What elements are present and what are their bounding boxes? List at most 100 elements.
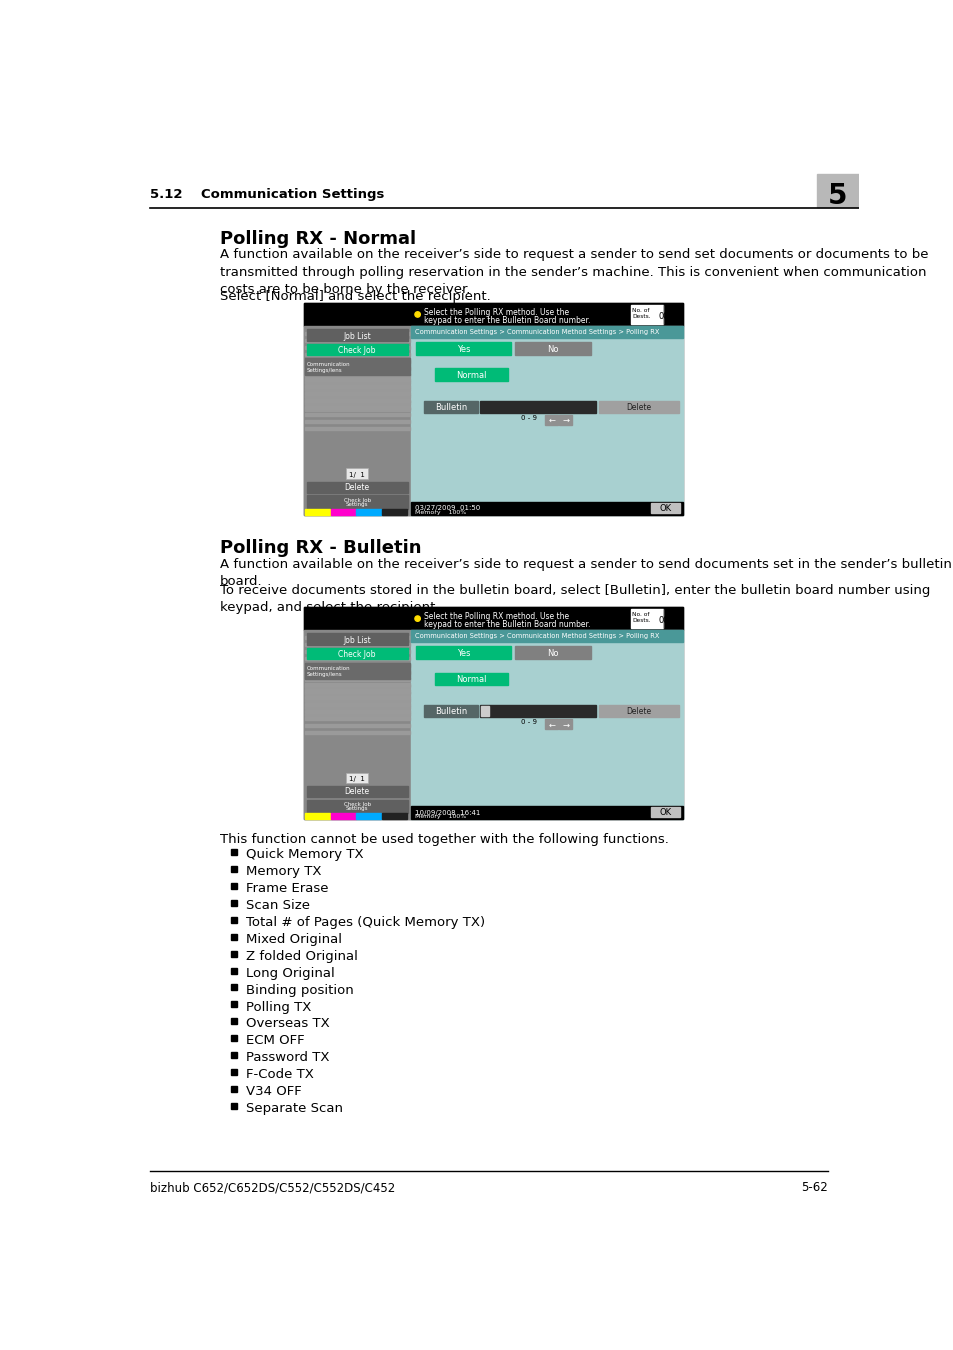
Bar [307, 799, 408, 814]
Text: No. of: No. of [632, 613, 649, 617]
Bar [307, 495, 408, 509]
Bar [305, 691, 410, 695]
Bar [305, 664, 410, 667]
Text: Scan Size: Scan Size [245, 899, 310, 911]
Text: Communication Settings > Communication Method Settings > Polling RX: Communication Settings > Communication M… [415, 329, 659, 335]
Text: No: No [547, 344, 558, 354]
Bar [346, 772, 368, 783]
Bar [331, 813, 355, 819]
Text: V34 OFF: V34 OFF [245, 1085, 301, 1099]
Bar [305, 683, 410, 686]
Text: Settings/lens: Settings/lens [307, 672, 342, 676]
Bar [816, 174, 858, 208]
Bar [558, 720, 571, 729]
Bar [305, 663, 410, 679]
Text: OK: OK [659, 809, 671, 817]
Text: 0 - 9: 0 - 9 [520, 720, 537, 725]
Text: Long Original: Long Original [245, 967, 334, 980]
Bar [305, 394, 410, 398]
Text: Select the Polling RX method. Use the: Select the Polling RX method. Use the [423, 308, 568, 317]
Bar [435, 369, 507, 381]
Bar [305, 332, 410, 335]
Bar [303, 608, 682, 819]
Bar [305, 360, 410, 363]
Text: Communication Settings > Communication Method Settings > Polling RX: Communication Settings > Communication M… [415, 633, 659, 640]
Text: Separate Scan: Separate Scan [245, 1102, 342, 1115]
Circle shape [415, 312, 420, 317]
Text: Settings/lens: Settings/lens [307, 367, 342, 373]
Bar [305, 427, 410, 429]
Text: 1/  1: 1/ 1 [349, 776, 365, 782]
Circle shape [415, 616, 420, 621]
Bar [479, 705, 596, 717]
Bar [305, 690, 410, 693]
Bar [307, 344, 408, 355]
Bar [305, 393, 410, 396]
Text: Settings: Settings [346, 806, 368, 811]
Bar [305, 657, 410, 660]
Text: Delete: Delete [625, 707, 650, 717]
Text: 0 - 9: 0 - 9 [520, 416, 537, 421]
Bar [305, 713, 410, 716]
Bar [650, 807, 679, 817]
Bar [305, 381, 410, 383]
Bar [598, 705, 679, 717]
Bar [515, 342, 591, 355]
Bar [411, 502, 682, 514]
Bar [305, 724, 410, 728]
Text: Z folded Original: Z folded Original [245, 949, 357, 963]
Bar [411, 630, 682, 641]
Bar [307, 329, 408, 340]
Bar [305, 409, 410, 412]
Bar [305, 378, 410, 382]
Text: Select the Polling RX method. Use the: Select the Polling RX method. Use the [423, 613, 568, 621]
Text: ←: ← [548, 721, 555, 729]
Bar [305, 697, 410, 699]
Bar [423, 401, 477, 413]
Bar [305, 643, 410, 647]
Bar [305, 684, 410, 688]
Bar [305, 671, 410, 674]
Bar [305, 339, 410, 342]
Text: →: → [561, 721, 569, 729]
Bar [411, 630, 682, 819]
Bar [305, 413, 410, 416]
Text: Normal: Normal [456, 371, 486, 379]
Text: Binding position: Binding position [245, 984, 353, 996]
Text: Memory    100%: Memory 100% [415, 510, 465, 516]
Text: Frame Erase: Frame Erase [245, 882, 328, 895]
Bar [381, 813, 406, 819]
Text: To receive documents stored in the bulletin board, select [Bulletin], enter the : To receive documents stored in the bulle… [220, 585, 929, 614]
Text: 03/27/2009  01:50: 03/27/2009 01:50 [415, 505, 479, 512]
Text: Check Job: Check Job [343, 498, 371, 502]
Bar [305, 406, 410, 409]
Text: Quick Memory TX: Quick Memory TX [245, 848, 363, 861]
Text: Check Job: Check Job [338, 651, 375, 659]
Bar [630, 609, 662, 628]
Bar [545, 416, 558, 425]
Bar [305, 367, 410, 370]
Text: ←: ← [548, 416, 555, 425]
Bar [558, 416, 571, 425]
Text: Settings: Settings [346, 502, 368, 508]
Text: Yes: Yes [456, 649, 470, 657]
Bar [305, 420, 410, 423]
Bar [305, 385, 410, 389]
Bar [479, 401, 596, 413]
Bar [305, 678, 410, 680]
Text: Total # of Pages (Quick Memory TX): Total # of Pages (Quick Memory TX) [245, 915, 484, 929]
Text: F-Code TX: F-Code TX [245, 1068, 314, 1081]
Bar [305, 651, 410, 653]
Text: Delete: Delete [344, 787, 370, 796]
Bar [303, 325, 411, 514]
Bar [305, 509, 330, 514]
Bar [630, 305, 662, 324]
Text: A function available on the receiver’s side to request a sender to send document: A function available on the receiver’s s… [220, 558, 951, 589]
Bar [515, 647, 591, 659]
Bar [305, 710, 410, 713]
Bar [305, 374, 410, 377]
Text: keypad to enter the Bulletin Board number.: keypad to enter the Bulletin Board numbe… [423, 316, 590, 325]
Text: ECM OFF: ECM OFF [245, 1034, 304, 1048]
Bar [411, 806, 682, 819]
Text: 5-62: 5-62 [800, 1181, 827, 1195]
